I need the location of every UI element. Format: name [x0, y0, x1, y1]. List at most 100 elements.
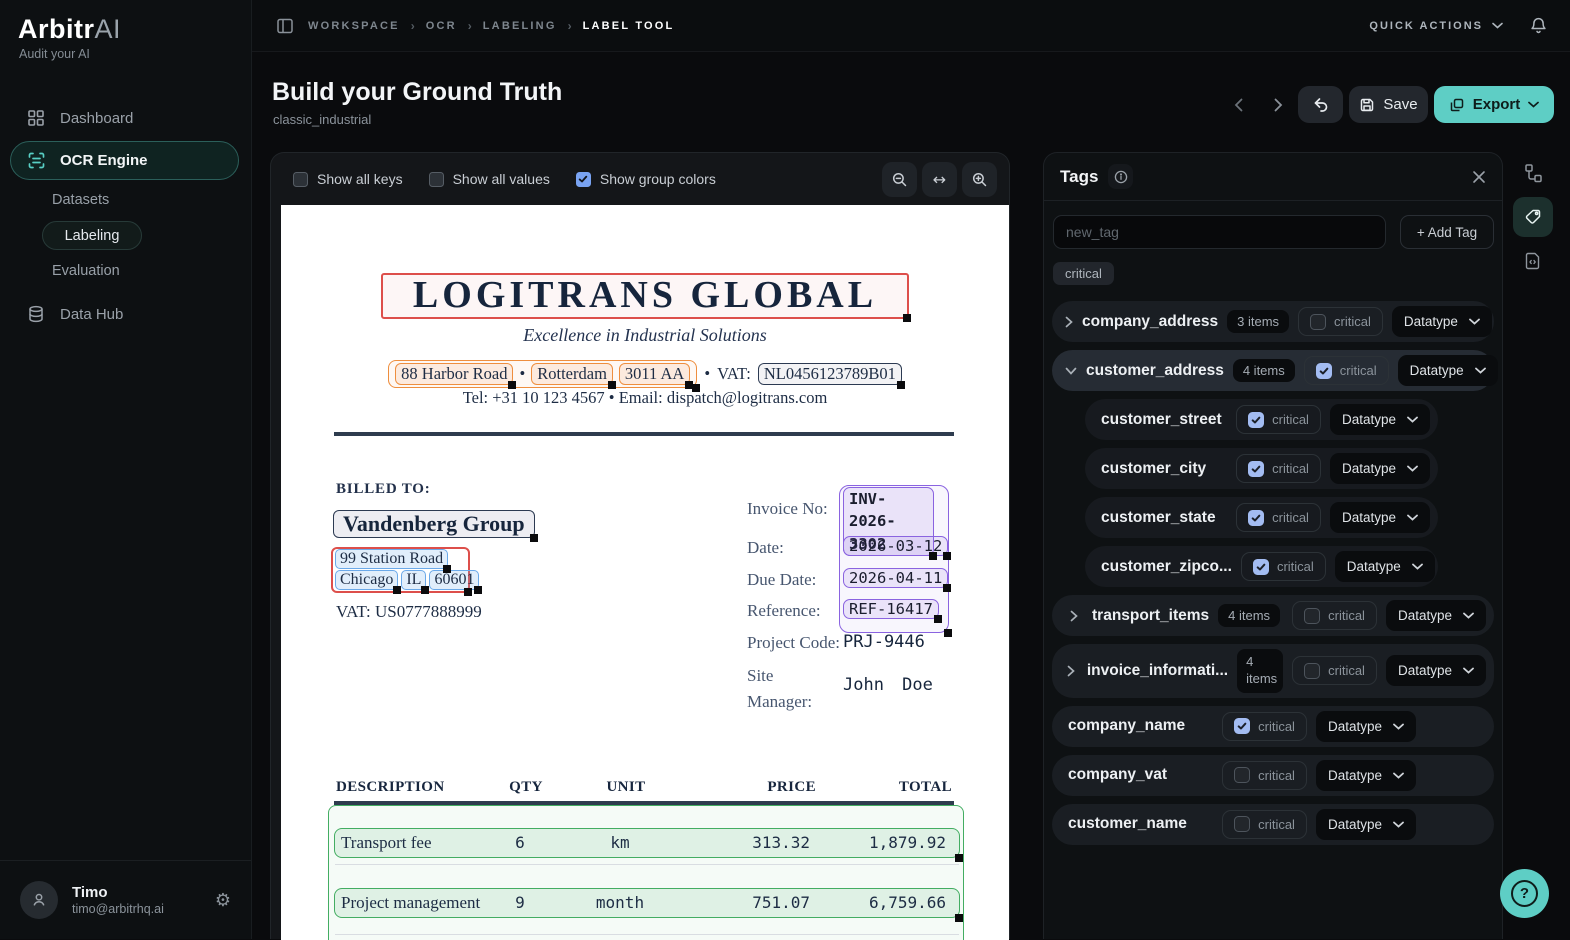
annotation-group-transport-items[interactable]: Transport fee 6 km 313.32 1,879.92 Proje… — [328, 805, 964, 940]
annotation-company-name[interactable]: LOGITRANS GLOBAL — [381, 273, 911, 322]
resize-handle[interactable] — [529, 534, 538, 542]
tag-row-customer-name[interactable]: customer_name critical Datatype — [1052, 803, 1494, 845]
user-box[interactable]: Timo timo@arbitrhq.ai — [0, 860, 251, 939]
annotation-project-row[interactable]: Project management 9 month 751.07 6,759.… — [334, 888, 963, 922]
critical-toggle[interactable]: critical — [1303, 356, 1389, 385]
datatype-dropdown[interactable]: Datatype — [1329, 453, 1430, 484]
show-all-keys-checkbox[interactable]: Show all keys — [293, 171, 403, 187]
save-button[interactable]: Save — [1349, 86, 1428, 123]
datatype-dropdown[interactable]: Datatype — [1329, 404, 1430, 435]
critical-checkbox[interactable] — [1234, 816, 1251, 833]
breadcrumb-workspace[interactable]: WORKSPACE — [308, 19, 400, 32]
chevron-right-icon[interactable] — [1065, 665, 1078, 677]
resize-handle[interactable] — [903, 313, 911, 322]
datatype-dropdown[interactable]: Datatype — [1385, 655, 1486, 687]
next-document-button[interactable] — [1265, 92, 1291, 118]
datatype-dropdown[interactable]: Datatype — [1315, 710, 1416, 742]
sidebar-item-datasets[interactable]: Datasets — [0, 186, 251, 214]
annotation-due-date[interactable]: 2026-04-11 — [843, 568, 952, 592]
critical-toggle[interactable]: critical — [1292, 656, 1377, 686]
resize-handle[interactable] — [943, 552, 952, 560]
tag-row-company-name[interactable]: company_name critical Datatype — [1052, 705, 1494, 747]
fit-width-button[interactable] — [922, 161, 957, 197]
resize-handle[interactable] — [934, 615, 942, 623]
annotation-group-company-address[interactable]: 88 Harbor Road • Rotterdam 3011 AA — [388, 360, 701, 392]
close-icon[interactable] — [1472, 170, 1486, 184]
checkbox[interactable] — [293, 171, 308, 187]
document-json-icon[interactable] — [1521, 249, 1545, 273]
resize-handle[interactable] — [508, 381, 517, 389]
show-all-values-checkbox[interactable]: Show all values — [428, 171, 550, 187]
critical-toggle[interactable]: critical — [1236, 405, 1321, 434]
annotation-transport-row[interactable]: Transport fee 6 km 313.32 1,879.92 — [334, 828, 963, 862]
annotation-customer-state[interactable]: IL — [401, 570, 430, 594]
critical-checkbox[interactable] — [1248, 411, 1265, 428]
sidebar-item-data-hub[interactable]: Data Hub — [0, 299, 251, 329]
undo-button[interactable] — [1298, 86, 1343, 123]
bell-icon[interactable] — [1529, 16, 1548, 35]
datatype-dropdown[interactable]: Datatype — [1385, 600, 1486, 631]
annotation-customer-zip[interactable]: 60601 — [429, 570, 483, 594]
info-icon[interactable] — [1108, 164, 1134, 189]
tag-row-customer-state[interactable]: customer_state critical Datatype — [1085, 497, 1438, 538]
new-tag-input[interactable] — [1053, 215, 1386, 249]
resize-handle[interactable] — [896, 381, 905, 389]
critical-toggle[interactable]: critical — [1236, 503, 1321, 532]
add-tag-button[interactable]: + Add Tag — [1400, 215, 1494, 249]
tree-view-icon[interactable] — [1521, 160, 1546, 185]
annotation-customer-street[interactable]: 99 Station Road — [335, 549, 452, 573]
critical-checkbox[interactable] — [1304, 607, 1321, 624]
sidebar-item-dashboard[interactable]: Dashboard — [0, 103, 251, 133]
sidebar-item-evaluation[interactable]: Evaluation — [0, 257, 251, 285]
resize-handle[interactable] — [464, 588, 472, 596]
annotation-reference[interactable]: REF-16417 — [843, 599, 942, 623]
chevron-right-icon[interactable] — [1065, 610, 1083, 622]
tag-row-customer-zipcode[interactable]: customer_zipco... critical Datatype — [1085, 546, 1438, 587]
resize-handle[interactable] — [955, 914, 963, 922]
tag-row-customer-street[interactable]: customer_street critical Datatype — [1085, 399, 1438, 440]
sidebar-item-ocr-engine[interactable]: OCR Engine — [10, 141, 239, 180]
chevron-down-icon[interactable] — [1065, 367, 1077, 375]
critical-toggle[interactable]: critical — [1298, 307, 1383, 336]
critical-toggle[interactable]: critical — [1236, 454, 1321, 483]
resize-handle[interactable] — [443, 565, 452, 573]
datatype-dropdown[interactable]: Datatype — [1315, 808, 1416, 840]
resize-handle[interactable] — [474, 586, 483, 594]
critical-toggle[interactable]: critical — [1292, 601, 1377, 630]
critical-checkbox[interactable] — [1315, 362, 1332, 379]
document-page[interactable]: LOGITRANS GLOBAL Excellence in Industria… — [281, 205, 1009, 940]
annotation-company-vat[interactable]: NL0456123789B01 — [757, 363, 905, 389]
panel-toggle-icon[interactable] — [276, 17, 294, 35]
tag-row-invoice-information[interactable]: invoice_informati... 4 items critical Da… — [1052, 644, 1494, 698]
chevron-right-icon[interactable] — [1065, 316, 1073, 328]
resize-handle[interactable] — [929, 552, 937, 561]
critical-checkbox[interactable] — [1234, 767, 1251, 784]
annotation-customer-city[interactable]: Chicago — [335, 570, 402, 594]
annotation-company-zip[interactable]: 3011 AA — [618, 363, 694, 389]
resize-handle[interactable] — [943, 584, 952, 592]
resize-handle[interactable] — [393, 586, 402, 594]
critical-toggle[interactable]: critical — [1222, 760, 1307, 790]
tag-row-customer-address[interactable]: customer_address 4 items critical Dataty… — [1052, 350, 1498, 391]
critical-checkbox[interactable] — [1248, 460, 1265, 477]
annotation-invoice-date[interactable]: 2026-03-12 — [843, 536, 952, 560]
checkbox[interactable] — [575, 171, 591, 187]
tag-row-company-vat[interactable]: company_vat critical Datatype — [1052, 754, 1494, 796]
datatype-dropdown[interactable]: Datatype — [1315, 759, 1416, 791]
critical-checkbox[interactable] — [1310, 313, 1327, 330]
tag-row-company-address[interactable]: company_address 3 items critical Datatyp… — [1052, 301, 1494, 342]
resize-handle[interactable] — [685, 381, 694, 389]
datatype-dropdown[interactable]: Datatype — [1397, 355, 1498, 386]
annotation-customer-name[interactable]: Vandenberg Group — [333, 510, 538, 542]
critical-toggle[interactable]: critical — [1240, 552, 1326, 581]
annotation-company-street[interactable]: 88 Harbor Road — [395, 363, 517, 389]
critical-checkbox[interactable] — [1248, 509, 1265, 526]
annotation-company-city[interactable]: Rotterdam — [531, 363, 616, 389]
checkbox[interactable] — [428, 171, 444, 187]
zoom-out-button[interactable] — [882, 161, 917, 197]
quick-actions-button[interactable]: QUICK ACTIONS — [1369, 20, 1503, 32]
prev-document-button[interactable] — [1225, 92, 1251, 118]
resize-handle[interactable] — [692, 384, 701, 392]
breadcrumb-ocr[interactable]: OCR — [425, 19, 457, 32]
show-group-colors-checkbox[interactable]: Show group colors — [575, 171, 716, 187]
